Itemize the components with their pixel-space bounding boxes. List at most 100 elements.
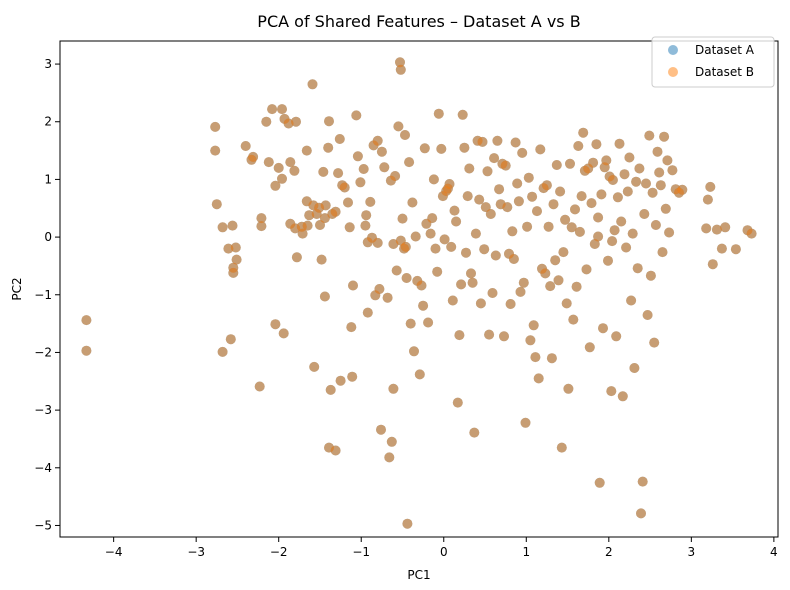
scatter-point-dataset-b — [662, 155, 673, 166]
scatter-point-dataset-b — [649, 337, 660, 348]
scatter-point-dataset-b — [571, 281, 582, 292]
y-tick-label: 2 — [44, 115, 52, 129]
scatter-point-dataset-b — [449, 205, 460, 216]
scatter-point-dataset-b — [467, 277, 478, 288]
scatter-point-dataset-b — [405, 318, 416, 329]
scatter-point-dataset-b — [540, 268, 551, 279]
scatter-point-dataset-b — [639, 209, 650, 219]
scatter-point-dataset-b — [593, 231, 604, 242]
scatter-point-dataset-b — [487, 288, 498, 298]
scatter-point-dataset-b — [596, 189, 607, 200]
scatter-point-dataset-b — [523, 172, 534, 183]
scatter-point-dataset-b — [452, 397, 463, 408]
scatter-point-dataset-b — [263, 157, 274, 168]
scatter-point-dataset-b — [362, 307, 373, 318]
scatter-point-dataset-b — [407, 197, 418, 208]
scatter-point-dataset-b — [553, 275, 564, 286]
scatter-point-dataset-b — [301, 145, 312, 156]
y-tick-label: −1 — [34, 288, 52, 302]
scatter-point-dataset-b — [410, 231, 421, 242]
scatter-point-dataset-b — [391, 265, 402, 276]
scatter-point-dataset-b — [348, 280, 358, 291]
scatter-point-dataset-b — [81, 345, 92, 356]
scatter-point-dataset-b — [584, 342, 595, 353]
scatter-point-dataset-b — [550, 255, 561, 266]
scatter-point-dataset-b — [386, 436, 397, 447]
scatter-point-dataset-b — [418, 300, 429, 311]
scatter-point-dataset-b — [474, 194, 485, 205]
scatter-point-dataset-b — [586, 198, 597, 209]
scatter-point-dataset-b — [447, 295, 458, 306]
scatter-point-dataset-b — [376, 146, 387, 157]
chart-title: PCA of Shared Features – Dataset A vs B — [257, 12, 580, 31]
scatter-point-dataset-b — [462, 191, 473, 202]
scatter-point-dataset-b — [304, 210, 315, 221]
scatter-point-dataset-b — [659, 131, 670, 142]
scatter-point-dataset-b — [360, 220, 371, 231]
scatter-point-dataset-b — [647, 187, 658, 198]
x-tick-label: −2 — [270, 545, 288, 559]
scatter-point-dataset-b — [231, 254, 242, 265]
scatter-point-dataset-b — [500, 160, 511, 171]
scatter-point-dataset-b — [273, 162, 284, 173]
scatter-point-dataset-b — [291, 116, 301, 127]
scatter-point-dataset-b — [372, 135, 383, 146]
scatter-point-dataset-b — [556, 442, 567, 453]
scatter-point-dataset-b — [548, 199, 559, 210]
scatter-point-dataset-b — [261, 116, 272, 127]
scatter-point-dataset-b — [607, 236, 618, 247]
scatter-point-dataset-b — [382, 292, 393, 303]
y-tick-label: −2 — [34, 345, 52, 359]
scatter-point-dataset-b — [390, 171, 401, 181]
y-ticks: −5 −4 −3 −2 −1 0 1 2 3 — [34, 57, 60, 532]
scatter-point-dataset-b — [318, 166, 329, 177]
scatter-point-dataset-b — [297, 228, 308, 239]
scatter-point-dataset-b — [352, 151, 363, 162]
scatter-point-dataset-b — [677, 184, 688, 195]
scatter-point-dataset-b — [484, 329, 495, 340]
scatter-point-dataset-b — [535, 144, 546, 155]
scatter-point-dataset-b — [530, 352, 541, 363]
scatter-point-dataset-b — [576, 191, 587, 202]
scatter-point-dataset-b — [469, 427, 480, 438]
scatter-point-dataset-b — [81, 315, 92, 326]
scatter-point-dataset-b — [423, 317, 434, 328]
scatter-point-dataset-b — [479, 244, 490, 255]
scatter-point-dataset-b — [384, 452, 395, 463]
scatter-point-dataset-b — [619, 169, 630, 180]
x-tick-label: −1 — [352, 545, 370, 559]
scatter-point-dataset-b — [446, 241, 457, 252]
scatter-point-dataset-b — [456, 279, 467, 290]
y-tick-label: 0 — [44, 230, 52, 244]
scatter-point-dataset-b — [351, 110, 362, 121]
scatter-point-dataset-b — [492, 135, 503, 146]
scatter-point-dataset-b — [459, 142, 470, 153]
scatter-point-dataset-b — [277, 173, 287, 184]
scatter-point-dataset-b — [622, 186, 633, 197]
scatter-point-dataset-b — [395, 64, 406, 75]
scatter-point-dataset-b — [551, 160, 562, 170]
scatter-point-dataset-b — [343, 197, 353, 208]
scatter-point-dataset-b — [228, 267, 239, 278]
scatter-point-dataset-b — [334, 134, 345, 144]
scatter-point-dataset-b — [489, 153, 500, 164]
scatter-point-dataset-b — [508, 254, 519, 264]
scatter-point-dataset-b — [507, 226, 518, 237]
scatter-point-dataset-b — [319, 291, 330, 302]
scatter-point-dataset-b — [464, 163, 475, 174]
scatter-point-dataset-b — [347, 371, 358, 382]
scatter-point-dataset-b — [657, 247, 668, 258]
y-tick-label: 3 — [44, 57, 52, 71]
scatter-point-dataset-b — [316, 254, 327, 265]
scatter-point-dataset-b — [319, 213, 330, 224]
scatter-point-dataset-b — [330, 206, 341, 217]
scatter-point-dataset-b — [374, 284, 385, 294]
scatter-point-dataset-b — [409, 346, 419, 357]
scatter-point-dataset-b — [480, 202, 491, 213]
scatter-point-dataset-b — [454, 330, 465, 341]
scatter-point-dataset-b — [527, 191, 538, 202]
scatter-point-dataset-b — [629, 363, 640, 373]
scatter-point-dataset-b — [505, 299, 516, 309]
scatter-point-dataset-b — [376, 424, 386, 435]
